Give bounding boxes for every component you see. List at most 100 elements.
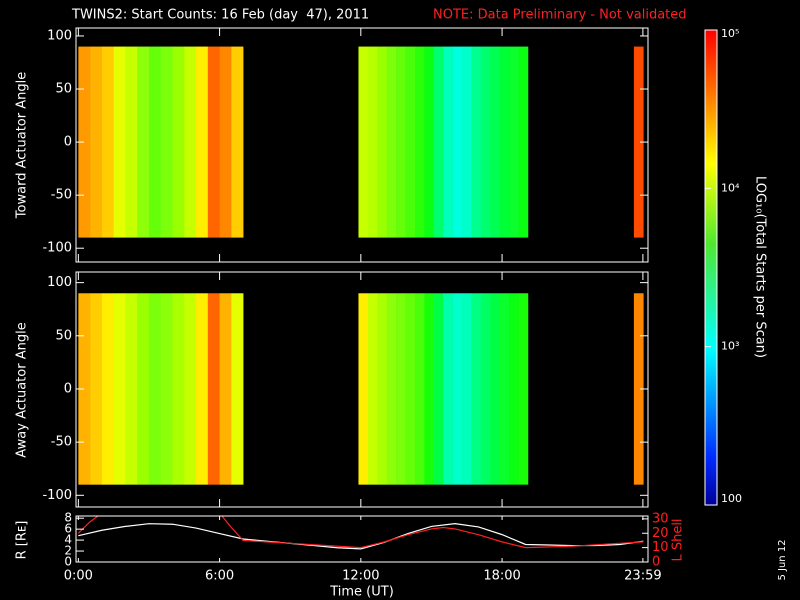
heatmap-cell: [137, 46, 150, 238]
heatmap-cell: [443, 293, 453, 485]
y-tick-label: 50: [55, 82, 72, 97]
plot-frame: [75, 271, 649, 508]
heatmap-cell: [101, 46, 114, 238]
heatmap-cell: [518, 293, 529, 485]
heatmap-cell: [207, 46, 220, 238]
colorbar-tick-label: 10⁵: [721, 27, 739, 40]
heatmap-cell: [231, 46, 244, 238]
heatmap-cell: [113, 46, 126, 238]
heatmap-cell: [367, 293, 378, 485]
heatmap-cell: [78, 46, 91, 238]
heatmap-cell: [160, 46, 173, 238]
heatmap-cell: [196, 293, 209, 485]
heatmap-cell: [633, 46, 644, 238]
heatmap-cell: [462, 46, 472, 238]
y-tick-label: -50: [51, 435, 72, 450]
y-tick-label: 0: [64, 135, 72, 150]
y-tick-label: 50: [55, 328, 72, 343]
y2-tick-label: 30: [652, 511, 669, 526]
y2-axis-label: L Shell: [671, 518, 686, 561]
heatmap-cell: [184, 46, 197, 238]
heatmap-cell: [160, 293, 173, 485]
line-series: [77, 516, 644, 549]
heatmap-cell: [196, 46, 209, 238]
y-axis-label: Toward Actuator Angle: [15, 72, 30, 219]
heatmap-cell: [471, 46, 482, 238]
heatmap-cell: [499, 293, 510, 485]
heatmap-cell: [184, 293, 197, 485]
x-tick-label: 18:00: [483, 569, 520, 584]
x-tick-label: 23:59: [624, 569, 661, 584]
heatmap-cell: [219, 293, 232, 485]
heatmap-cell: [231, 293, 244, 485]
heatmap-cell: [207, 293, 220, 485]
plot-frame: [75, 27, 649, 263]
y-tick-label: -50: [51, 188, 72, 203]
y-tick-label: 4: [64, 533, 72, 547]
heatmap-cell: [480, 293, 491, 485]
heatmap-cell: [518, 46, 529, 238]
heatmap-cell: [125, 46, 138, 238]
note: NOTE: Data Preliminary - Not validated: [433, 8, 687, 23]
heatmap-cell: [405, 293, 416, 485]
heatmap-cell: [462, 293, 472, 485]
plot-area: [77, 516, 644, 550]
heatmap-cell: [125, 293, 138, 485]
heatmap-cell: [148, 293, 162, 485]
y2-tick-label: 20: [652, 526, 669, 541]
heatmap-cell: [452, 46, 463, 238]
y-axis-label: R [Rᴇ]: [15, 521, 30, 560]
heatmap-cell: [113, 293, 126, 485]
heatmap-cell: [433, 293, 444, 485]
y-tick-label: 100: [47, 275, 72, 290]
heatmap-cell: [219, 46, 232, 238]
heatmap-cell: [414, 293, 425, 485]
y-tick-label: 2: [64, 544, 72, 558]
heatmap-cell: [78, 293, 91, 485]
heatmap-cell: [172, 293, 185, 485]
heatmap-cell: [424, 46, 435, 238]
y-axis-label: Away Actuator Angle: [15, 322, 30, 457]
heatmap-cell: [386, 46, 397, 238]
heatmap-cell: [480, 46, 491, 238]
heatmap-cell: [490, 46, 501, 238]
y2-tick-label: 10: [652, 540, 669, 555]
x-tick-label: 6:00: [205, 569, 234, 584]
heatmap-cell: [452, 293, 463, 485]
line-series: [78, 523, 644, 550]
y-tick-label: -100: [42, 241, 72, 256]
x-axis-label: Time (UT): [329, 585, 394, 600]
heatmap-cell: [90, 46, 103, 238]
heatmap-cell: [367, 46, 378, 238]
y-tick-label: 6: [64, 522, 72, 536]
heatmap-cell: [377, 46, 388, 238]
heatmap-cell: [414, 46, 425, 238]
heatmap-cell: [396, 46, 406, 238]
heatmap-cell: [443, 46, 453, 238]
y-tick-label: 0: [64, 381, 72, 396]
heatmap-cell: [386, 293, 397, 485]
y-tick-label: -100: [42, 488, 72, 503]
heatmap-cell: [358, 293, 369, 485]
colorbar-tick-label: 10³: [721, 340, 739, 353]
heatmap-cell: [424, 293, 435, 485]
plot-frame: [75, 515, 649, 563]
heatmap-cell: [499, 46, 510, 238]
heatmap-cell: [148, 46, 162, 238]
heatmap-cell: [509, 46, 519, 238]
x-tick-label: 12:00: [342, 569, 379, 584]
colorbar-tick-label: 100: [721, 492, 742, 505]
chart-title: TWINS2: Start Counts: 16 Feb (day 47), 2…: [71, 8, 369, 23]
heatmap-cell: [396, 293, 406, 485]
heatmap-cell: [405, 46, 416, 238]
heatmap-cell: [137, 293, 150, 485]
colorbar-label: LOG₁₀(Total Starts per Scan): [753, 176, 768, 358]
heatmap-cell: [471, 293, 482, 485]
y-tick-label: 0: [64, 555, 72, 569]
heatmap-cell: [358, 46, 369, 238]
colorbar-tick-label: 10⁴: [721, 181, 740, 194]
date-stamp: 5 Jun 12: [777, 539, 788, 580]
heatmap-cell: [433, 46, 444, 238]
y-tick-label: 100: [47, 28, 72, 43]
